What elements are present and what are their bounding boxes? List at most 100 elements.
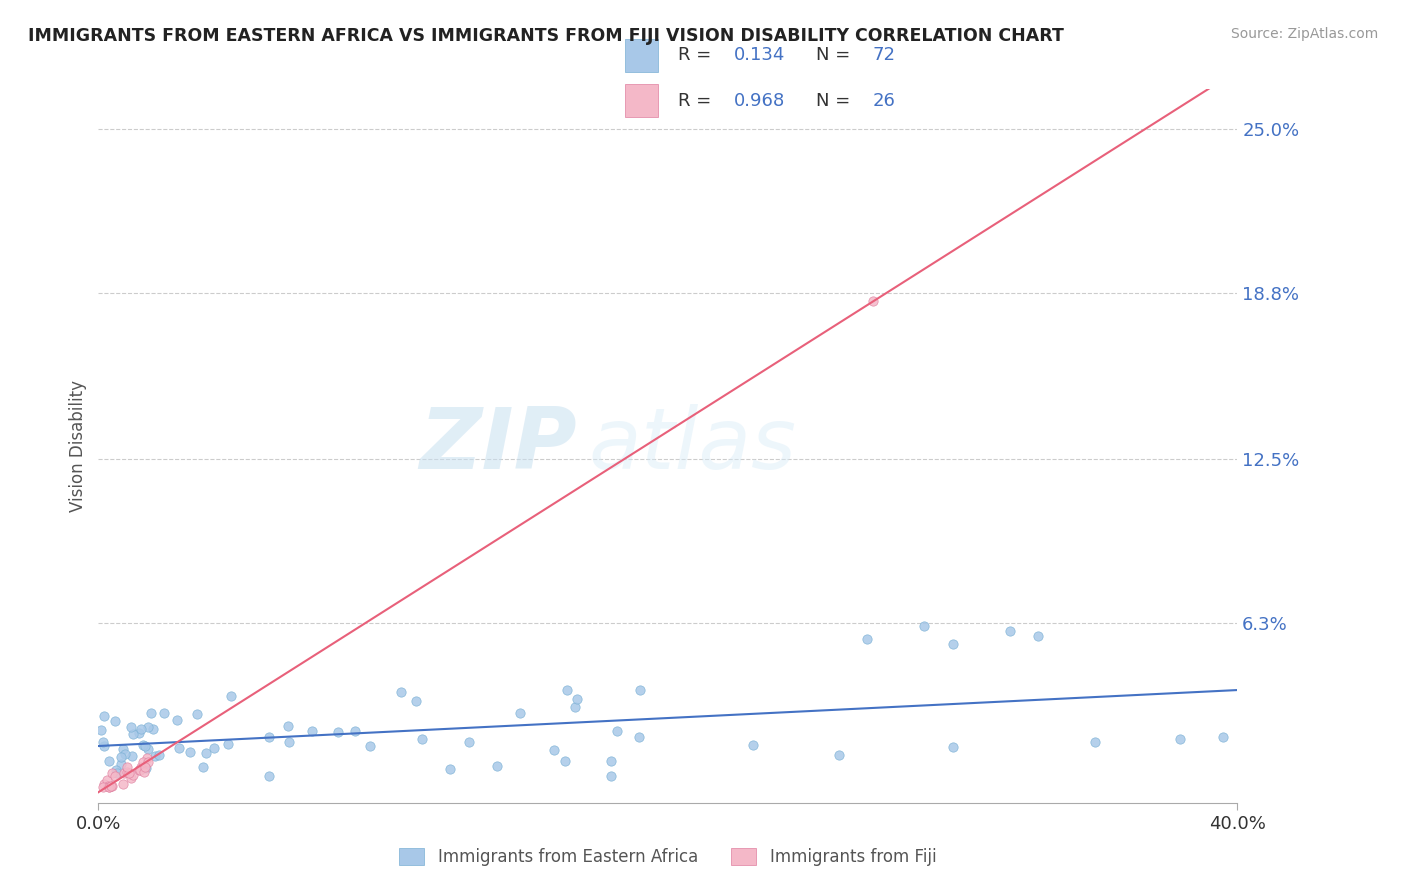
Point (105, 765, 128, 780)
Point (135, 750, 157, 764)
Text: R =: R = (678, 92, 717, 110)
Point (219, 689, 242, 703)
Point (134, 739, 156, 753)
Point (117, 765, 139, 780)
Point (120, 772, 142, 786)
Point (605, 724, 627, 739)
Point (1026, 629, 1049, 643)
Point (128, 763, 150, 777)
Point (93, 777, 115, 791)
Point (97, 754, 120, 768)
Point (828, 748, 851, 763)
Point (97, 779, 120, 793)
Point (543, 743, 565, 757)
Point (118, 765, 141, 780)
Point (328, 725, 350, 739)
Point (98, 780, 121, 794)
Point (628, 682, 651, 697)
Text: ZIP: ZIP (419, 404, 576, 488)
Point (111, 777, 134, 791)
Point (259, 769, 281, 783)
Text: 0.968: 0.968 (734, 92, 785, 110)
Point (742, 738, 765, 752)
Point (555, 683, 578, 698)
Text: R =: R = (678, 46, 717, 64)
Point (191, 760, 214, 774)
Point (121, 749, 143, 764)
Point (1212, 730, 1234, 744)
Point (301, 724, 323, 739)
Text: N =: N = (817, 46, 856, 64)
Text: 72: 72 (873, 46, 896, 64)
Point (998, 624, 1021, 638)
Point (110, 757, 132, 772)
Point (628, 730, 651, 744)
FancyBboxPatch shape (624, 39, 658, 72)
Point (600, 769, 623, 783)
Point (104, 714, 127, 728)
Point (90, 723, 112, 738)
Point (101, 779, 124, 793)
Point (143, 748, 166, 763)
Point (128, 763, 150, 777)
Point (132, 764, 155, 779)
Point (98, 780, 121, 794)
Point (104, 764, 127, 778)
Point (121, 727, 143, 741)
Point (564, 699, 586, 714)
Point (91, 735, 114, 749)
Point (405, 693, 427, 707)
Point (486, 759, 509, 773)
Point (93, 739, 115, 754)
Point (128, 726, 150, 740)
Point (862, 293, 884, 308)
Text: atlas: atlas (588, 404, 796, 488)
Point (112, 765, 135, 780)
Point (509, 706, 531, 720)
Point (278, 735, 301, 749)
Point (912, 618, 935, 632)
Point (565, 692, 588, 706)
Point (120, 720, 142, 734)
Text: Source: ZipAtlas.com: Source: ZipAtlas.com (1230, 27, 1378, 41)
Point (114, 747, 136, 761)
Point (202, 741, 225, 756)
Point (110, 749, 132, 764)
Point (96, 773, 118, 788)
Y-axis label: Vision Disability: Vision Disability (69, 380, 87, 512)
Text: 0.134: 0.134 (734, 46, 785, 64)
Point (136, 720, 159, 734)
Point (457, 735, 479, 749)
Point (93, 709, 115, 723)
Point (1084, 735, 1107, 749)
Point (132, 738, 155, 752)
Point (166, 714, 188, 728)
Point (131, 759, 153, 773)
Point (134, 760, 156, 774)
Point (343, 724, 366, 739)
Point (169, 741, 191, 756)
Point (179, 745, 201, 759)
Point (1170, 732, 1192, 747)
Point (138, 756, 160, 770)
Point (277, 719, 299, 733)
Point (91, 780, 114, 794)
Point (600, 754, 623, 768)
FancyBboxPatch shape (624, 84, 658, 117)
Point (942, 637, 965, 651)
Point (100, 780, 122, 794)
Point (148, 747, 170, 762)
Point (554, 754, 576, 768)
Point (152, 706, 174, 721)
Point (856, 632, 879, 646)
Point (359, 739, 381, 753)
Point (115, 760, 138, 774)
Point (142, 722, 165, 736)
Point (217, 737, 239, 751)
Point (111, 742, 134, 756)
Point (103, 769, 125, 783)
Text: IMMIGRANTS FROM EASTERN AFRICA VS IMMIGRANTS FROM FIJI VISION DISABILITY CORRELA: IMMIGRANTS FROM EASTERN AFRICA VS IMMIGR… (28, 27, 1064, 45)
Legend: Immigrants from Eastern Africa, Immigrants from Fiji: Immigrants from Eastern Africa, Immigran… (392, 841, 943, 873)
Point (942, 740, 965, 755)
Point (135, 761, 157, 775)
